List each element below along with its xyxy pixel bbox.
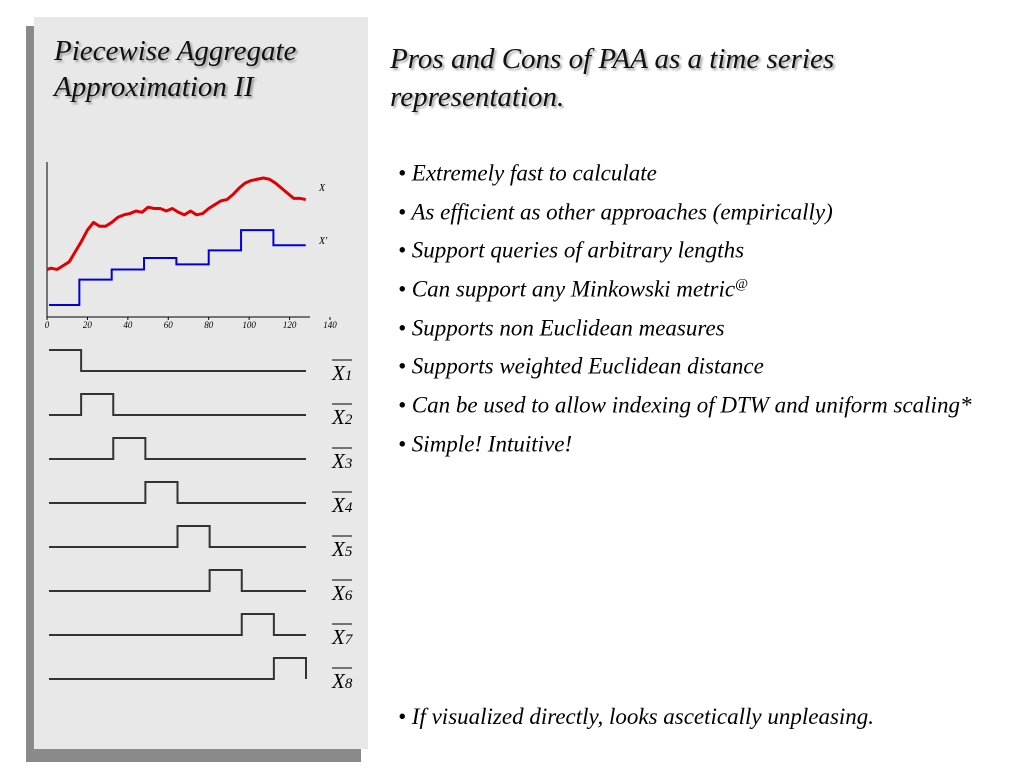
- basis-index: 3: [344, 456, 353, 472]
- basis-label: X7: [331, 625, 354, 649]
- list-item: • Can support any Minkowski metric@: [398, 276, 748, 302]
- basis-symbol: X: [331, 449, 346, 473]
- basis-symbol: X: [331, 669, 346, 693]
- basis-index: 7: [345, 632, 354, 648]
- basis-function-line: [49, 437, 306, 460]
- basis-symbol: X: [331, 493, 346, 517]
- basis-label: X6: [331, 581, 353, 605]
- list-item: • Extremely fast to calculate: [398, 160, 657, 186]
- left-panel: [34, 17, 368, 749]
- basis-label: X5: [331, 537, 353, 561]
- list-item: • Supports non Euclidean measures: [398, 315, 725, 341]
- basis-function-line: [49, 349, 306, 372]
- basis-function-line: [49, 481, 306, 504]
- x-tick-label: 40: [123, 320, 133, 330]
- basis-index: 4: [345, 500, 353, 516]
- x-tick-label: 60: [164, 320, 174, 330]
- x-tick-group: 0 20 40 60 80 100 120 140: [45, 317, 337, 330]
- list-item: • As efficient as other approaches (empi…: [398, 199, 833, 225]
- basis-label: X2: [331, 405, 353, 429]
- basis-function-line: [49, 657, 307, 680]
- basis-function-line: [49, 525, 306, 548]
- main-title: Pros and Cons of PAA as a time series re…: [390, 43, 835, 113]
- list-item: • Simple! Intuitive!: [398, 431, 573, 457]
- list-item: • Supports weighted Euclidean distance: [398, 353, 764, 379]
- basis-symbol: X: [331, 581, 346, 605]
- x-tick-label: 20: [83, 320, 93, 330]
- x-tick-label: 0: [45, 320, 50, 330]
- list-item: • Can be used to allow indexing of DTW a…: [398, 392, 972, 418]
- basis-index: 2: [345, 412, 353, 428]
- basis-symbol: X: [331, 405, 346, 429]
- basis-symbol: X: [331, 625, 346, 649]
- basis-function-line: [49, 393, 306, 416]
- last-bullet: • If visualized directly, looks ascetica…: [398, 704, 875, 729]
- basis-index: 6: [345, 588, 353, 604]
- x-tick-label: 140: [323, 320, 337, 330]
- basis-label: X1: [331, 361, 352, 385]
- basis-index: 5: [345, 544, 353, 560]
- basis-symbol: X: [331, 537, 346, 561]
- series-x-label: X: [318, 183, 326, 194]
- x-tick-label: 80: [204, 320, 214, 330]
- basis-function-line: [49, 569, 306, 592]
- series-x-line: [46, 176, 307, 271]
- basis-index: 8: [345, 676, 353, 692]
- left-title: Piecewise Aggregate Approximation II: [54, 35, 297, 103]
- x-tick-label: 100: [242, 320, 256, 330]
- basis-label: X8: [331, 669, 353, 693]
- list-item: • Support queries of arbitrary lengths: [398, 237, 745, 263]
- basis-symbol: X: [331, 361, 346, 385]
- series-x-prime-line: [49, 229, 306, 306]
- series-x-prime-label: X': [318, 236, 328, 247]
- basis-label: X4: [331, 493, 353, 517]
- basis-index: 1: [345, 368, 353, 384]
- x-tick-label: 120: [283, 320, 297, 330]
- pros-cons-list: • Extremely fast to calculate • As effic…: [398, 152, 1013, 461]
- basis-function-line: [49, 613, 306, 636]
- basis-label: X3: [331, 449, 352, 473]
